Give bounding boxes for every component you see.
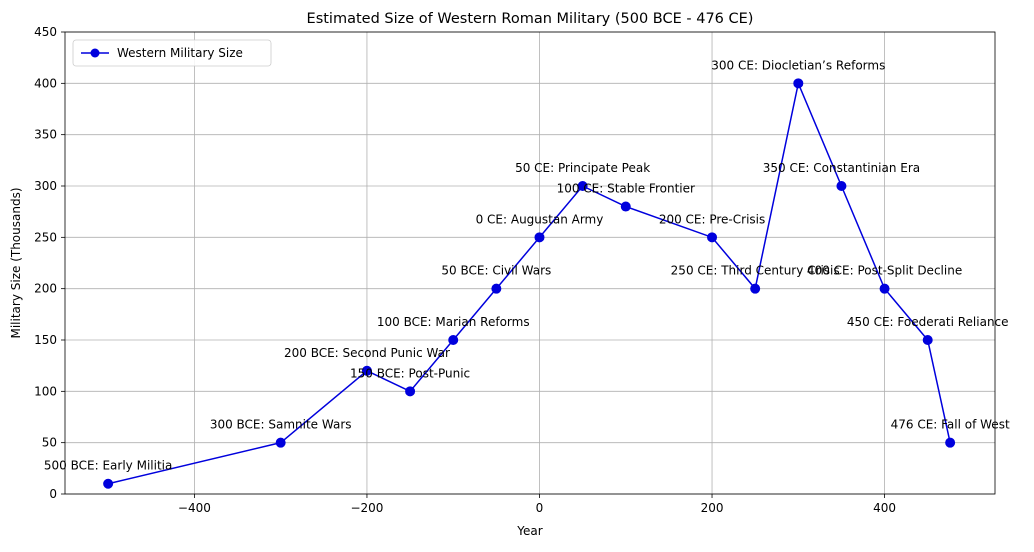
y-tick-label: 450: [34, 25, 57, 39]
annotation-label: 450 CE: Foederati Reliance: [847, 315, 1009, 329]
annotation-label: 400 CE: Post-Split Decline: [807, 264, 962, 278]
data-point: [922, 335, 933, 345]
data-point: [448, 335, 459, 345]
series-layer: [103, 78, 956, 489]
data-point: [793, 78, 804, 89]
annotation-label: 476 CE: Fall of West: [891, 418, 1010, 432]
annotation-label: 350 CE: Constantinian Era: [763, 161, 920, 175]
annotation-label: 100 BCE: Marian Reforms: [377, 315, 530, 329]
x-tick-label: −200: [350, 501, 383, 515]
data-point: [750, 283, 761, 294]
y-axis-title: Military Size (Thousands): [9, 187, 23, 338]
data-point: [491, 283, 502, 294]
data-point: [879, 283, 890, 294]
annotation-label: 100 CE: Stable Frontier: [557, 182, 695, 196]
y-tick-label: 350: [34, 128, 57, 142]
y-tick-label: 100: [34, 384, 57, 398]
data-point: [103, 478, 114, 489]
annotation-label: 50 CE: Principate Peak: [515, 161, 650, 175]
x-axis-title: Year: [516, 524, 542, 538]
data-point: [620, 201, 631, 212]
axes: −400 −200 0 200 400 0 50 100 150 200 250 300 350 400 4…: [34, 25, 996, 515]
data-point: [275, 437, 286, 448]
annotation-label: 150 BCE: Post-Punic: [350, 366, 470, 380]
y-tick-label: 150: [34, 333, 57, 347]
series-line: [107, 80, 951, 485]
annotation-label: 500 BCE: Early Militia: [44, 459, 172, 473]
annotation-label: 250 CE: Third Century Crisis: [671, 264, 840, 278]
y-tick-label: 200: [34, 282, 57, 296]
x-tick-label: 0: [536, 501, 544, 515]
data-point: [361, 365, 372, 376]
plot-frame: [64, 31, 996, 495]
y-tick-label: 400: [34, 76, 57, 90]
data-point: [534, 232, 545, 243]
data-point: [945, 437, 956, 448]
legend: Western Military Size: [72, 39, 272, 67]
y-tick-label: 300: [34, 179, 57, 193]
y-tick-label: 50: [42, 436, 57, 450]
data-point: [836, 181, 847, 191]
legend-box: [72, 39, 272, 67]
annotation-label: 300 CE: Diocletian’s Reforms: [711, 58, 885, 72]
annotations: 500 BCE: Early Militia 300 BCE: Samnite W…: [44, 58, 1010, 472]
x-tick-label: 200: [701, 501, 724, 515]
annotation-label: 300 BCE: Samnite Wars: [210, 418, 352, 432]
legend-label: Western Military Size: [117, 46, 243, 60]
chart-title: Estimated Size of Western Roman Military…: [307, 11, 754, 27]
data-point: [405, 386, 416, 397]
data-point: [577, 181, 588, 191]
legend-marker-swatch: [90, 48, 100, 58]
annotation-label: 0 CE: Augustan Army: [476, 212, 604, 226]
x-tick-label: −400: [178, 501, 211, 515]
annotation-label: 50 BCE: Civil Wars: [441, 264, 551, 278]
annotation-label: 200 CE: Pre-Crisis: [659, 212, 765, 226]
x-tick-label: 400: [873, 501, 896, 515]
y-tick-label: 0: [49, 487, 57, 501]
data-point: [707, 232, 718, 243]
y-tick-label: 250: [34, 230, 57, 244]
annotation-label: 200 BCE: Second Punic War: [284, 346, 450, 360]
